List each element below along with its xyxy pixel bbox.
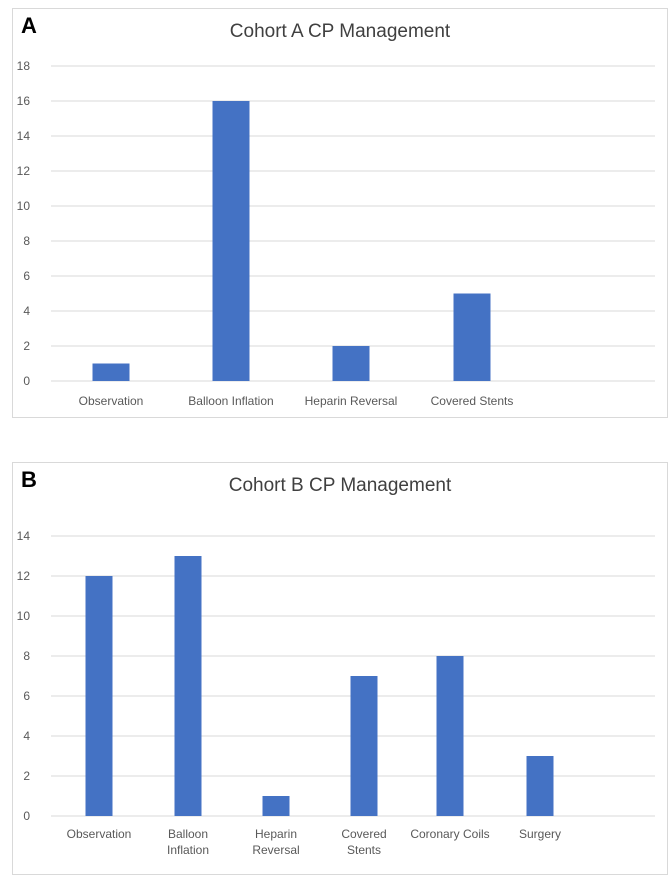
- bar: [453, 293, 491, 381]
- bar: [85, 576, 113, 816]
- x-tick-label: Inflation: [167, 843, 209, 857]
- y-tick-label: 8: [23, 234, 30, 248]
- bar: [332, 346, 370, 381]
- bar: [262, 796, 290, 816]
- y-tick-label: 2: [23, 339, 30, 353]
- chart-title: Cohort B CP Management: [228, 475, 452, 496]
- bar-chart: 0 2 4 6 8 10 12 14 16 18 Observation Balloon Inflat…: [17, 59, 655, 408]
- y-tick-label: 0: [23, 374, 30, 388]
- bar-chart: 0 2 4 6 8 10 12 14 Observation Balloon Inflation He…: [17, 529, 655, 857]
- y-tick-label: 4: [23, 729, 30, 743]
- y-tick-label: 18: [17, 59, 31, 73]
- bar: [212, 101, 250, 381]
- x-tick-label: Reversal: [252, 843, 299, 857]
- chart-panel-a: A Cohort A CP Management 0 2 4 6 8 10 12 14 16 18…: [12, 8, 668, 418]
- panel-letter: B: [21, 467, 37, 492]
- x-tick-label: Covered: [341, 827, 386, 841]
- bar: [436, 656, 464, 816]
- bar: [92, 363, 130, 381]
- x-tick-label: Heparin: [255, 827, 297, 841]
- x-tick-label: Observation: [79, 394, 144, 408]
- y-tick-label: 6: [23, 269, 30, 283]
- x-tick-label: Heparin Reversal: [305, 394, 398, 408]
- x-tick-label: Stents: [347, 843, 381, 857]
- y-tick-label: 0: [23, 809, 30, 823]
- y-tick-label: 14: [17, 529, 31, 543]
- bar: [526, 756, 554, 816]
- y-tick-label: 8: [23, 649, 30, 663]
- panel-letter: A: [21, 13, 37, 38]
- y-tick-label: 10: [17, 609, 31, 623]
- y-tick-label: 4: [23, 304, 30, 318]
- x-tick-label: Surgery: [519, 827, 561, 841]
- x-tick-label: Coronary Coils: [410, 827, 489, 841]
- x-tick-label: Covered Stents: [431, 394, 514, 408]
- y-tick-label: 10: [17, 199, 31, 213]
- y-tick-label: 12: [17, 164, 31, 178]
- bar: [350, 676, 378, 816]
- bar: [174, 556, 202, 816]
- x-tick-label: Balloon Inflation: [188, 394, 273, 408]
- chart-title: Cohort A CP Management: [229, 21, 451, 42]
- y-tick-label: 2: [23, 769, 30, 783]
- y-tick-label: 14: [17, 129, 31, 143]
- y-tick-label: 16: [17, 94, 31, 108]
- y-tick-label: 6: [23, 689, 30, 703]
- x-tick-label: Observation: [67, 827, 132, 841]
- x-tick-label: Balloon: [168, 827, 208, 841]
- y-tick-label: 12: [17, 569, 31, 583]
- chart-panel-b: B Cohort B CP Management 0 2 4 6 8 10 12 14 Obse…: [12, 462, 668, 875]
